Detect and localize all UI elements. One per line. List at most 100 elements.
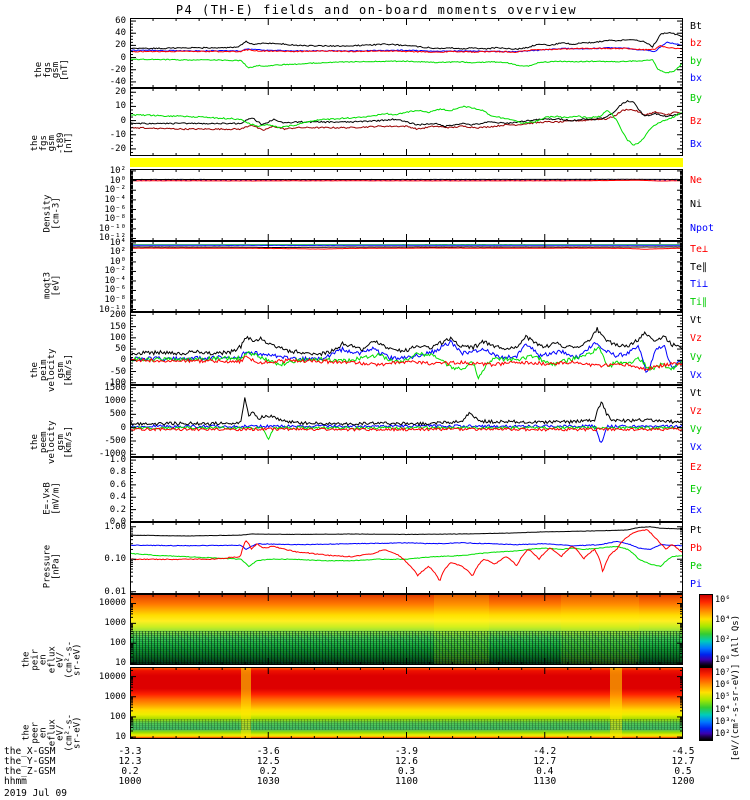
- legend-Pe: Pe: [690, 561, 703, 572]
- axis-tick-value: 1200: [671, 776, 695, 787]
- ytick-label: 200: [109, 310, 126, 321]
- axis-tick-value: 0.2: [259, 766, 277, 777]
- colorbar-tick-label: 10⁰: [715, 655, 731, 665]
- ytick-label: 100: [109, 332, 126, 343]
- axis-tick-value: 12.6: [395, 756, 418, 767]
- series-Vx: [130, 339, 683, 374]
- axis-tick-value: 0.4: [536, 766, 554, 777]
- series-Vz: [130, 427, 683, 432]
- axis-tick-value: 12.5: [256, 756, 280, 767]
- axis-tick-value: 1030: [256, 776, 280, 787]
- ytick-label: 10⁻¹⁰: [98, 304, 126, 315]
- axis-tick-value: -4.5: [671, 746, 695, 757]
- colorbar-tick-label: 10⁵: [715, 692, 731, 703]
- ytick-label: 10⁻⁴: [104, 194, 126, 205]
- panel-peim-velocity: [130, 312, 683, 385]
- axis-tick-value: 1000: [118, 776, 142, 787]
- axis-tick-value: -3.3: [118, 746, 142, 757]
- legend-Ti: Ti⊥: [690, 279, 709, 291]
- series-By: [130, 105, 683, 146]
- legend-Pb: Pb: [690, 543, 703, 554]
- ytick-label: 10⁰: [109, 175, 126, 186]
- axis-tick-value: -3.9: [395, 746, 418, 757]
- ytick-label: 0.2: [109, 504, 126, 515]
- ytick-label: 40: [115, 28, 126, 39]
- colorbar-peer-eflux: [699, 667, 713, 741]
- ytick-label: 0.0: [109, 517, 126, 527]
- colorbar-tick-label: 10⁴: [715, 704, 731, 715]
- legend-Vt: Vt: [690, 388, 703, 399]
- flux-column: [610, 667, 623, 739]
- ytick-label: 0: [120, 115, 126, 126]
- legend-Pi: Pi: [690, 579, 703, 590]
- legend-Ez: Ez: [690, 461, 703, 473]
- series-Vt: [130, 327, 683, 357]
- colorbar-tick-label: 10²: [715, 635, 731, 645]
- ytick-label: 1000: [104, 396, 126, 406]
- series-Vy: [130, 346, 683, 380]
- panel-density: [130, 169, 683, 241]
- axis-tick-value: 0.2: [121, 766, 139, 777]
- colorbar-tick-label: 10⁴: [715, 615, 731, 625]
- ytick-label: 10000: [98, 671, 126, 682]
- series-Bt: [130, 31, 683, 50]
- axis-tick-value: 12.3: [118, 756, 142, 767]
- legend-Vz: Vz: [690, 333, 703, 345]
- legend-Ni: Ni: [690, 199, 703, 210]
- ytick-label: 20: [115, 40, 126, 51]
- ytick-label: -20: [109, 64, 126, 75]
- axis-tick-value: -3.6: [256, 746, 280, 757]
- axis-tick-value: 0.5: [674, 766, 692, 777]
- series-bz: [130, 45, 683, 54]
- legend-Vz: Vz: [690, 406, 703, 417]
- ytick-label: 0: [120, 355, 126, 366]
- ytick-label: 1500: [104, 382, 126, 393]
- ytick-label: -100: [104, 377, 126, 388]
- legend-Vy: Vy: [690, 424, 703, 435]
- series-Pb: [130, 528, 683, 581]
- colorbar-unit-label: [eV/(cm²-s-sr-eV)] (All Qs): [731, 614, 741, 762]
- ytick-label: 10⁻²: [104, 266, 126, 277]
- ytick-label: 100: [109, 638, 126, 649]
- legend-Npot: Npot: [690, 223, 715, 234]
- legend-Bt: Bt: [690, 20, 703, 32]
- flux-column: [434, 594, 490, 665]
- legend-Ey: Ey: [690, 483, 703, 495]
- plot-title: P4 (TH-E) fields and on-board moments ov…: [175, 3, 578, 17]
- ytick-label: 10²: [109, 165, 126, 176]
- panel-marker-bar: [130, 158, 683, 167]
- axis-row-label-hhmm: hhmm: [4, 776, 27, 787]
- date-label: 2019 Jul 09: [4, 788, 67, 799]
- panel-peem-velocity: [130, 385, 683, 457]
- colorbar-peir-eflux: [699, 594, 713, 667]
- ytick-label: 150: [109, 321, 126, 332]
- ytick-label: -1000: [98, 449, 126, 460]
- ytick-label: 50: [115, 344, 126, 355]
- ytick-label: 0.6: [109, 479, 126, 490]
- series-Te-perp: [130, 247, 683, 250]
- ytick-label: 100: [109, 711, 126, 722]
- ytick-label: -20: [109, 143, 126, 154]
- ytick-label: 10⁻¹²: [98, 233, 126, 244]
- speckle-overlay: [130, 718, 683, 731]
- ytick-label: 10⁰: [109, 256, 126, 267]
- ytick-label: 10: [115, 732, 126, 743]
- ytick-label: 1.0: [109, 455, 126, 466]
- axis-row-label-theYGSM: the_Y-GSM: [4, 756, 56, 767]
- series-Pi: [130, 540, 683, 551]
- axis-tick-value: 12.7: [671, 756, 695, 767]
- ytick-label: -50: [109, 366, 126, 377]
- ytick-label: 1000: [104, 618, 126, 629]
- ytick-label: 10000: [98, 598, 126, 609]
- ytick-label: 0: [120, 52, 126, 63]
- series-Ne: [130, 179, 683, 182]
- axis-tick-value: 1130: [533, 776, 557, 787]
- ytick-label: 0: [120, 422, 126, 433]
- series-Vy: [130, 425, 683, 441]
- axis-tick-value: 1100: [395, 776, 418, 787]
- colorbar-tick-label: 10⁶: [715, 595, 731, 605]
- series-Bx: [130, 108, 683, 131]
- legend-By: By: [690, 93, 703, 105]
- legend-bz: bz: [690, 38, 703, 50]
